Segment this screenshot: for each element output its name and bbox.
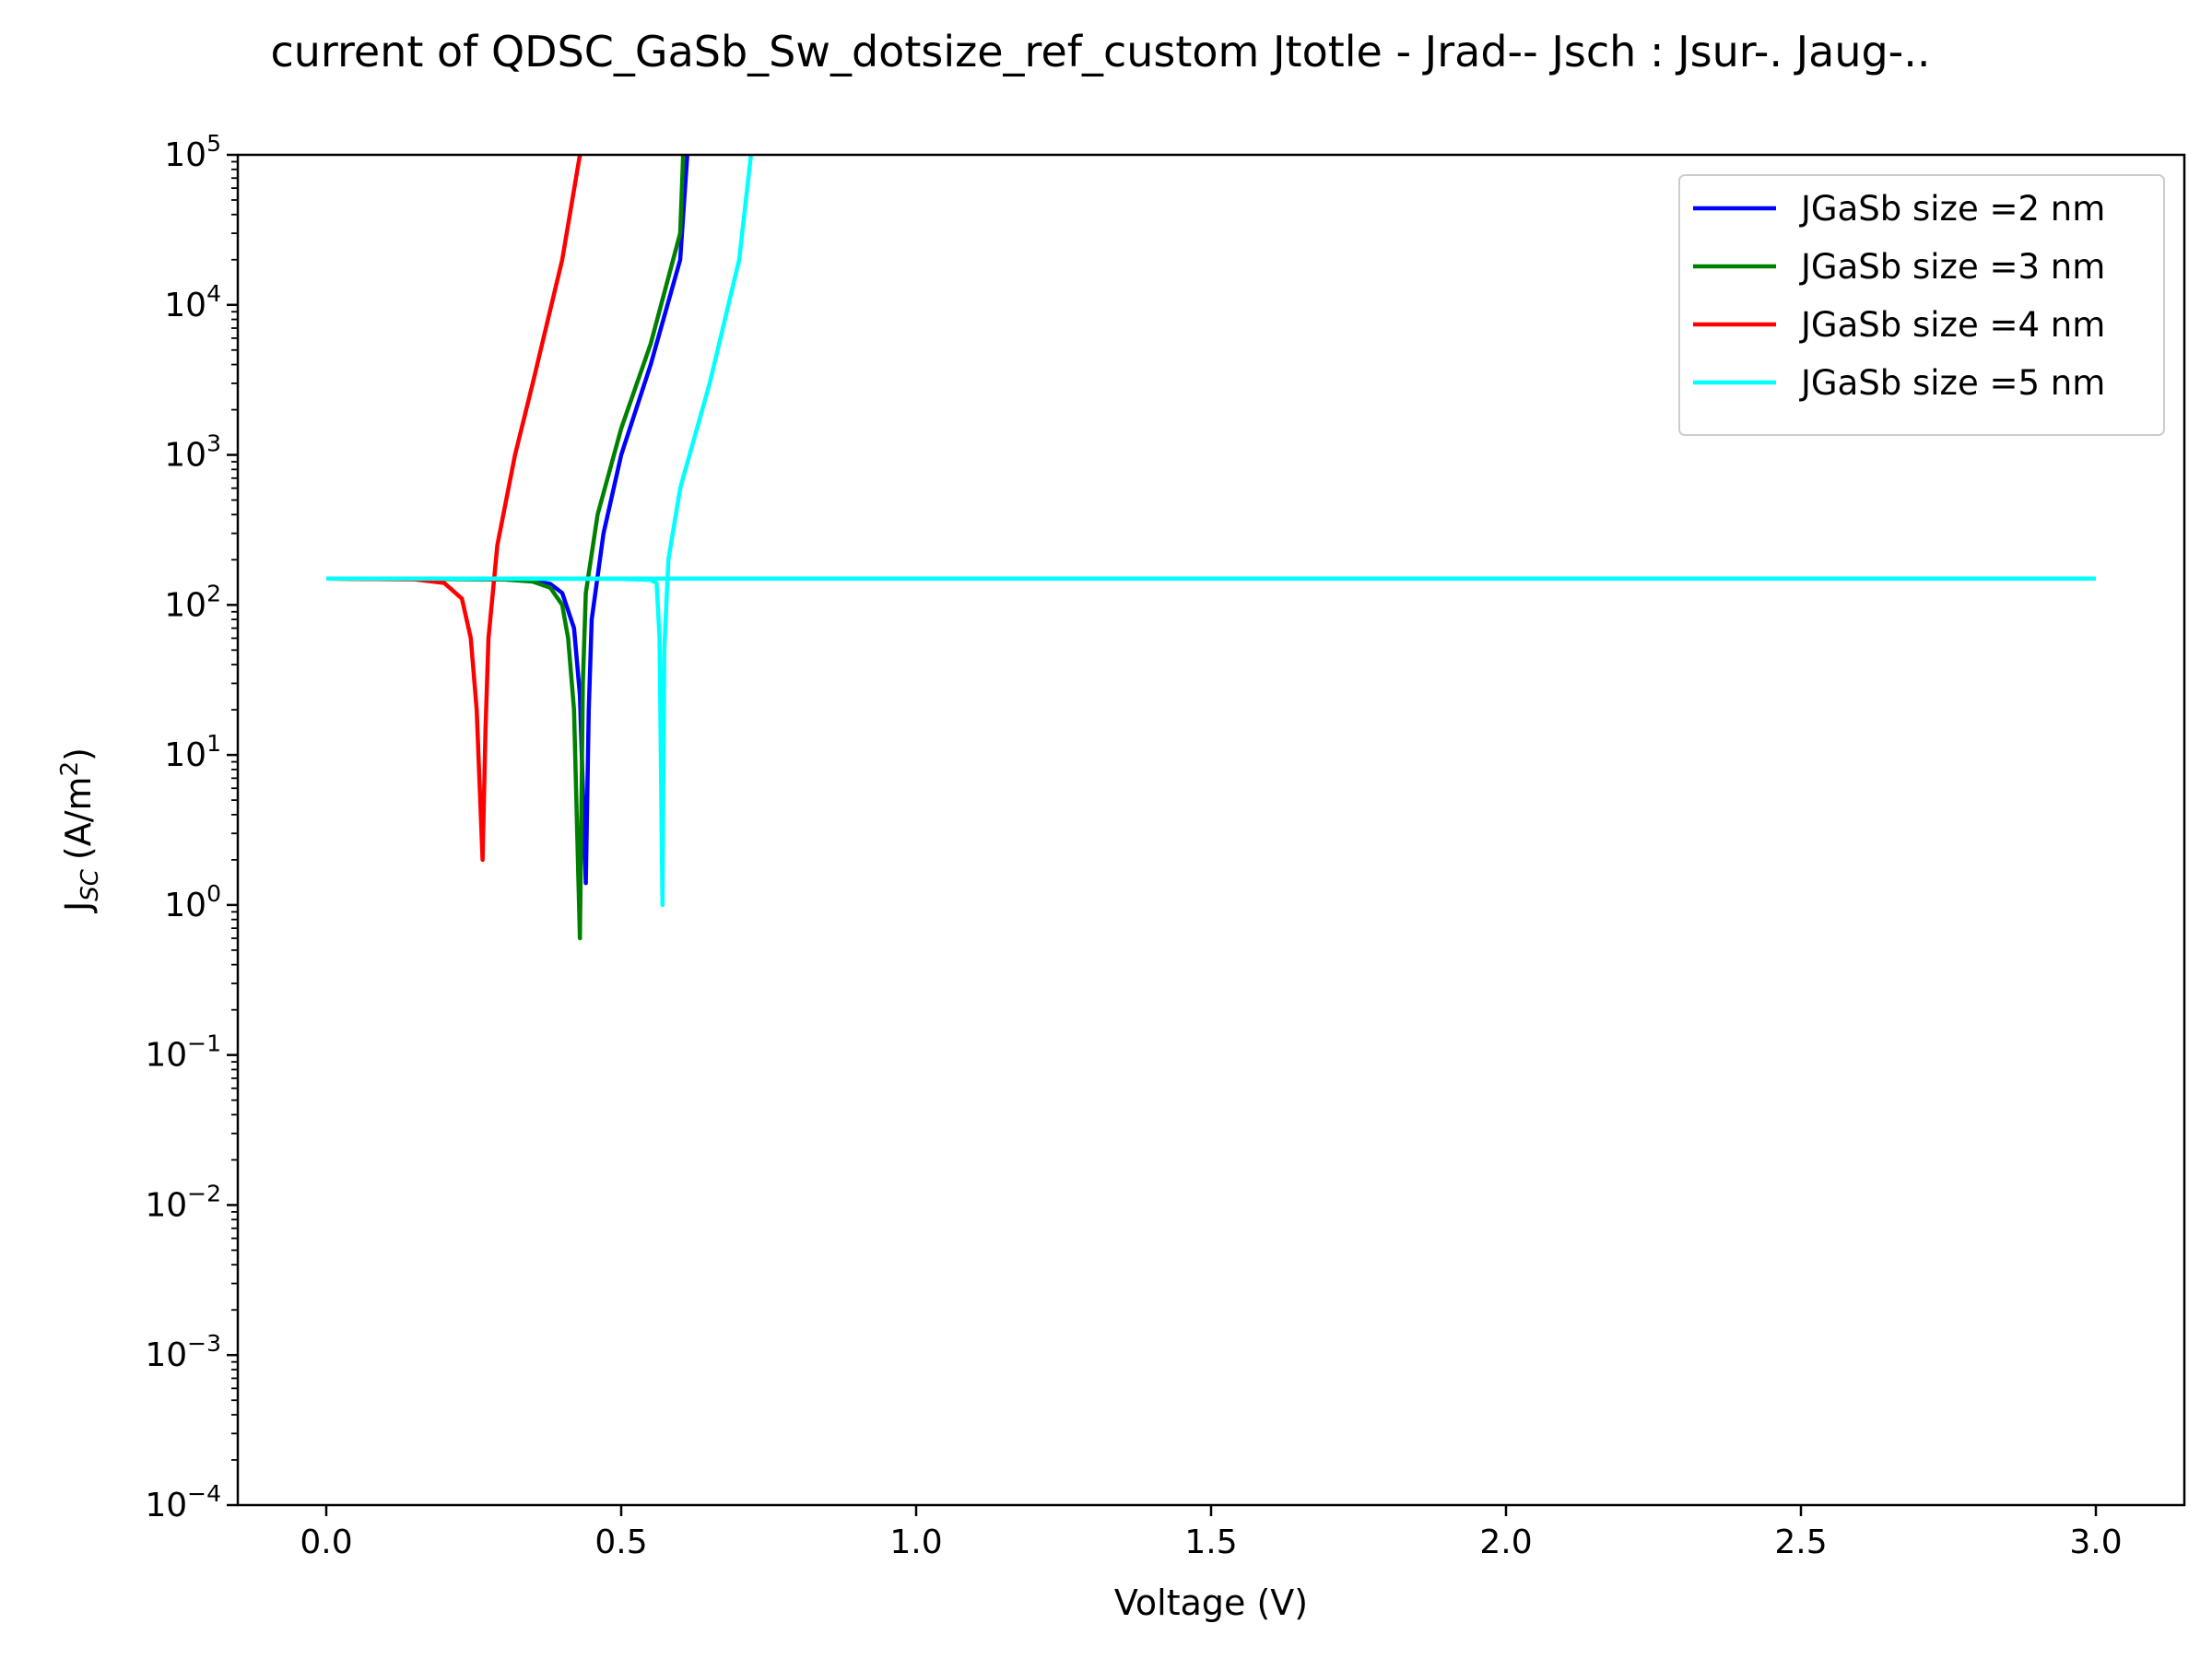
legend-label: JGaSb size =2 nm <box>1799 189 2105 229</box>
y-axis: 10−4 10−3 10−2 10−1 100 101 102 103 104 105 <box>145 130 238 1524</box>
y-tick-label: 10−4 <box>145 1480 221 1524</box>
y-axis-label-subscript: SC <box>76 868 104 901</box>
y-tick-label: 103 <box>164 430 221 475</box>
x-axis: 0.0 0.5 1.0 1.5 2.0 2.5 3.0 <box>300 1505 2123 1561</box>
y-axis-label-unit-sup: 2 <box>56 761 84 777</box>
legend-label: JGaSb size =4 nm <box>1799 305 2105 345</box>
y-axis-label-unit-close: ) <box>58 747 99 761</box>
y-tick-label: 10−3 <box>145 1330 221 1374</box>
x-tick-label: 0.0 <box>300 1524 352 1561</box>
y-tick-label: 102 <box>164 580 221 624</box>
x-tick-label: 2.5 <box>1774 1524 1827 1561</box>
series-line-1 <box>325 155 686 941</box>
x-tick-label: 3.0 <box>2069 1524 2122 1561</box>
y-tick-label: 100 <box>164 880 221 924</box>
y-tick-label: 105 <box>164 130 221 174</box>
legend-label: JGaSb size =5 nm <box>1799 363 2105 403</box>
series-line-3 <box>325 155 754 908</box>
chart-title: current of QDSC_GaSb_Sw_dotsize_ref_cust… <box>270 27 1930 76</box>
series-line-2 <box>325 155 582 863</box>
series-line-0 <box>325 155 689 886</box>
x-tick-label: 2.0 <box>1479 1524 1532 1561</box>
legend: JGaSb size =2 nm JGaSb size =3 nm JGaSb si… <box>1678 174 2165 436</box>
x-tick-label: 0.5 <box>594 1524 647 1561</box>
x-tick-label: 1.0 <box>889 1524 942 1561</box>
x-axis-label: Voltage (V) <box>1114 1583 1308 1623</box>
y-tick-label: 10−2 <box>145 1180 221 1224</box>
y-axis-label: JSC (A/m2) <box>56 747 104 913</box>
y-axis-label-unit: (A/m <box>58 776 99 860</box>
x-tick-label: 1.5 <box>1184 1524 1237 1561</box>
series-layer <box>325 155 2096 941</box>
legend-box <box>1678 174 2165 436</box>
legend-label: JGaSb size =3 nm <box>1799 247 2105 287</box>
y-tick-label: 104 <box>164 280 221 324</box>
y-tick-label: 101 <box>164 730 221 774</box>
y-axis-label-main: J <box>58 901 99 913</box>
y-tick-label: 10−1 <box>145 1030 221 1075</box>
